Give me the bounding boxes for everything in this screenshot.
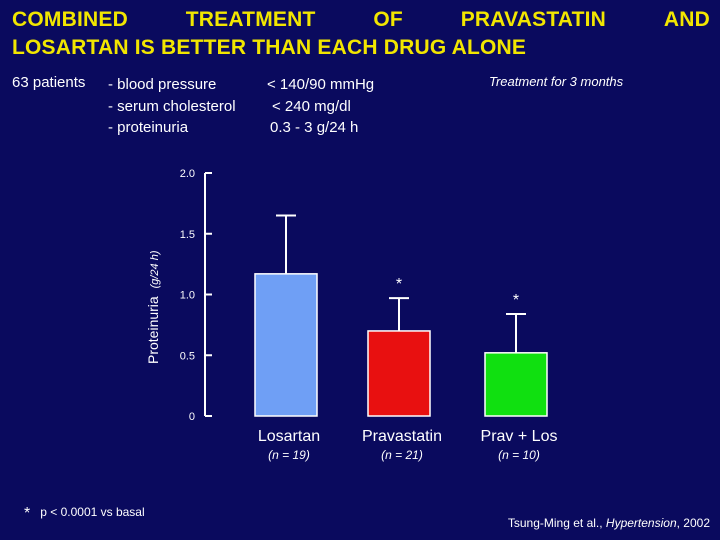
- title-word: TREATMENT: [185, 8, 316, 31]
- title-line-1: COMBINED TREATMENT OF PRAVASTATIN AND: [12, 6, 710, 34]
- category-label: Prav + Los: [481, 428, 558, 445]
- footnote-symbol: *: [24, 505, 31, 522]
- criterion-value: 0.3 - 3 g/24 h: [270, 119, 359, 136]
- bar-losartan: [254, 273, 318, 417]
- chart-labels: Losartan (n = 19) * Pravastatin (n = 21) * Pra…: [258, 276, 558, 462]
- treatment-duration-note: Treatment for 3 months: [489, 74, 624, 89]
- significance-star: *: [513, 292, 519, 309]
- y-tick-label: 2.0: [180, 168, 195, 180]
- criterion-label: - proteinuria: [108, 119, 189, 136]
- y-tick-label: 0.5: [180, 350, 195, 362]
- y-axis-label: Proteinuria (g/24 h): [145, 250, 161, 364]
- citation-authors: Tsung-Ming et al.,: [507, 516, 606, 530]
- bar-pravastatin: [367, 330, 431, 417]
- significance-footnote: * p < 0.0001 vs basal: [24, 505, 145, 523]
- bar-prav-los: [484, 352, 548, 417]
- citation: Tsung-Ming et al., Hypertension, 2002: [508, 516, 710, 530]
- title-word: PRAVASTATIN: [460, 8, 607, 31]
- y-axis-label-unit: (g/24 h): [149, 250, 161, 288]
- significance-star: *: [396, 276, 402, 293]
- criterion-value: < 140/90 mmHg: [267, 76, 375, 93]
- chart-bars: [254, 214, 548, 417]
- sample-size-label: (n = 10): [498, 448, 540, 462]
- y-tick-label: 0: [189, 411, 195, 423]
- y-axis-label-text: Proteinuria: [145, 296, 161, 364]
- slide-title: COMBINED TREATMENT OF PRAVASTATIN AND LO…: [12, 6, 710, 62]
- criterion-label: - blood pressure: [108, 76, 217, 93]
- y-tick-label: 1.0: [180, 290, 195, 302]
- footnote-text: p < 0.0001 vs basal: [40, 505, 145, 519]
- category-label: Pravastatin: [362, 428, 442, 445]
- patients-count: 63 patients: [12, 74, 86, 91]
- sample-size-label: (n = 21): [381, 448, 423, 462]
- criterion-label: - serum cholesterol: [108, 98, 236, 115]
- criterion-value: < 240 mg/dl: [272, 98, 351, 115]
- sample-size-label: (n = 19): [268, 448, 310, 462]
- title-line-2: LOSARTAN IS BETTER THAN EACH DRUG ALONE: [12, 36, 527, 59]
- title-word: AND: [663, 8, 710, 31]
- citation-year: , 2002: [676, 516, 710, 530]
- category-label: Losartan: [258, 428, 320, 445]
- chart-axes: 0 0.5 1.0 1.5 2.0: [180, 168, 212, 423]
- title-word: COMBINED: [12, 8, 128, 31]
- title-word: OF: [373, 8, 403, 31]
- y-tick-label: 1.5: [180, 229, 195, 241]
- citation-journal: Hypertension: [605, 516, 677, 530]
